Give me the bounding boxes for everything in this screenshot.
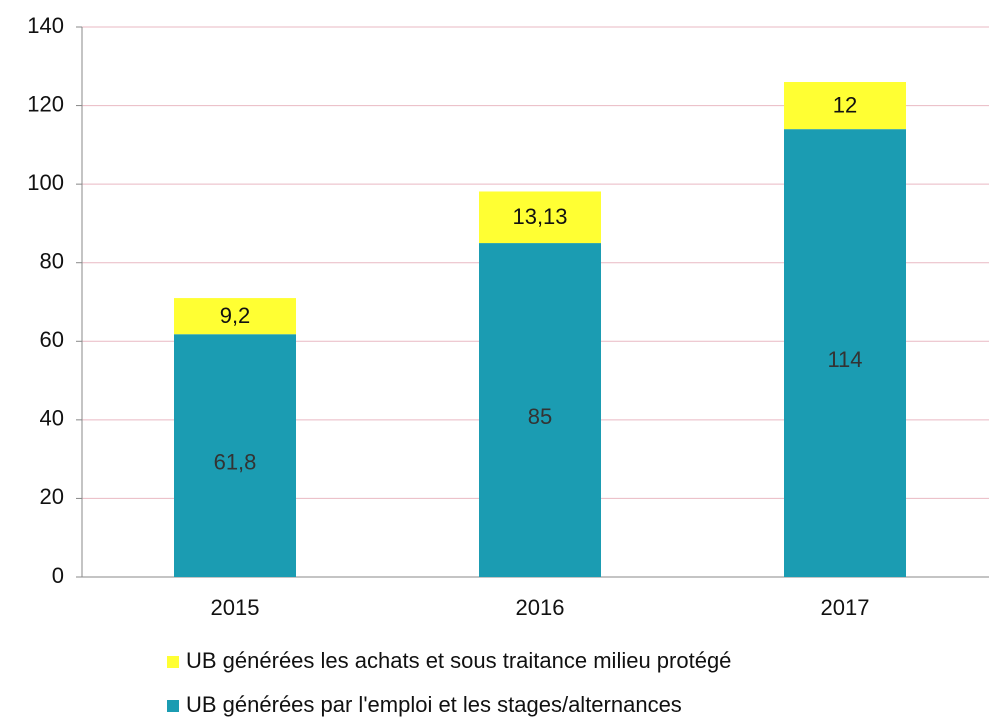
bar-segment xyxy=(174,298,296,335)
legend-swatch xyxy=(167,700,179,712)
data-label: 85 xyxy=(528,404,552,429)
legend-label: UB générées par l'emploi et les stages/a… xyxy=(186,692,682,717)
bar-segment xyxy=(479,243,601,578)
y-tick-label: 20 xyxy=(40,484,64,509)
y-tick-label: 80 xyxy=(40,249,64,274)
legend-swatch xyxy=(167,656,179,668)
data-label: 13,13 xyxy=(512,204,567,229)
y-tick-label: 120 xyxy=(27,91,64,116)
y-tick-label: 60 xyxy=(40,327,64,352)
data-label: 12 xyxy=(833,92,857,117)
y-tick-label: 140 xyxy=(27,13,64,38)
y-tick-label: 0 xyxy=(52,563,64,588)
x-tick-label: 2017 xyxy=(821,595,870,620)
data-label: 9,2 xyxy=(220,303,251,328)
bar-segment xyxy=(784,82,906,130)
data-label: 61,8 xyxy=(214,449,257,474)
data-label: 114 xyxy=(827,347,862,372)
bar-segment xyxy=(784,129,906,577)
x-tick-label: 2015 xyxy=(211,595,260,620)
legend-label: UB générées les achats et sous traitance… xyxy=(186,648,731,673)
x-tick-label: 2016 xyxy=(516,595,565,620)
y-tick-label: 100 xyxy=(27,170,64,195)
y-tick-label: 40 xyxy=(40,406,64,431)
bar-segment xyxy=(174,334,296,577)
bar-segment xyxy=(479,191,601,244)
